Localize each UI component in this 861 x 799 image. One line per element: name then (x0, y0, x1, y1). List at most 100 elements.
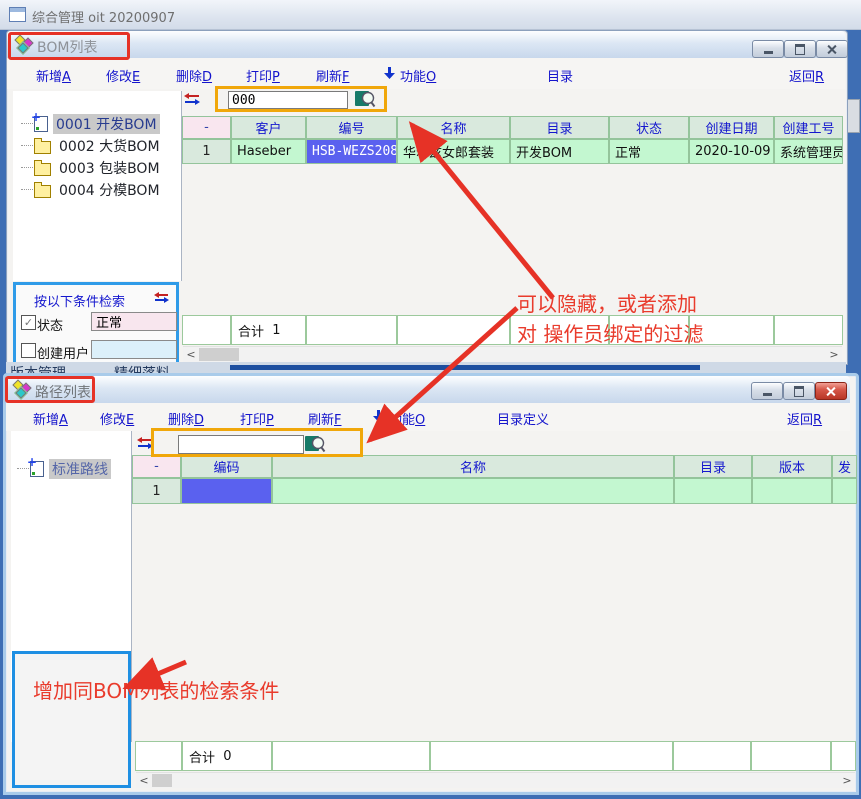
bom-refresh-button[interactable]: 刷新F (316, 70, 350, 85)
footer-cell (398, 316, 509, 344)
path-footer-row: 合计 0 (136, 742, 855, 770)
bom-swap-icon[interactable] (184, 93, 200, 110)
code-cell-selected[interactable]: HSB-WEZS2083 (307, 140, 396, 163)
bom-back-button[interactable]: 返回R (789, 70, 825, 85)
name-cell[interactable]: 华尔兹女郎套装 (398, 140, 509, 163)
version-cell[interactable] (753, 479, 831, 503)
scroll-right-arrow[interactable]: > (829, 348, 839, 361)
col-name[interactable]: 名称 (398, 117, 509, 138)
scroll-right-arrow[interactable]: > (842, 774, 852, 787)
status-filter-input[interactable] (91, 312, 177, 331)
status-checkbox[interactable]: ✓ (21, 315, 36, 330)
col-dash[interactable]: - (183, 117, 230, 138)
customer-cell[interactable]: Haseber (232, 140, 305, 163)
footer-cell (610, 316, 688, 344)
scroll-thumb[interactable] (152, 774, 172, 787)
bom-tree-item-0002[interactable]: 0002 大货BOM (21, 136, 163, 156)
path-maximize-button[interactable] (783, 382, 815, 400)
path-delete-button[interactable]: 删除D (168, 413, 205, 428)
path-search-magnifier-icon[interactable] (305, 435, 326, 457)
bom-window-title: BOM列表 (37, 40, 98, 56)
code-cell-selected[interactable] (182, 479, 271, 503)
col-created[interactable]: 创建日期 (690, 117, 773, 138)
bom-add-button[interactable]: 新增A (36, 70, 71, 85)
annotation-note-top: 可以隐藏，或者添加 对 操作员绑定的过滤 (517, 292, 704, 346)
creator-checkbox[interactable] (21, 343, 36, 358)
bom-tree-panel: 0001 开发BOM 0002 大货BOM 0003 包装BOM 0004 分模… (13, 91, 182, 281)
path-search-input[interactable] (178, 435, 304, 454)
col-dash[interactable]: - (133, 456, 180, 477)
creator-cell[interactable]: 系统管理员 (775, 140, 842, 163)
created-cell[interactable]: 2020-10-09 (690, 140, 773, 163)
creator-filter-label: 创建用户 (37, 347, 90, 362)
path-edit-button[interactable]: 修改E (100, 413, 135, 428)
path-toolbar: 新增A 修改E 删除D 打印P 刷新F 功能O 目录定义 返回R (6, 403, 850, 431)
bom-tree-item-0004[interactable]: 0004 分模BOM (21, 180, 163, 200)
bom-filter-panel: 按以下条件检索 ✓ 状态 创建用户 (13, 282, 179, 365)
path-refresh-button[interactable]: 刷新F (308, 413, 342, 428)
app-icon (9, 7, 26, 22)
col-version[interactable]: 版本 (753, 456, 831, 477)
path-print-button[interactable]: 打印P (240, 413, 274, 428)
path-swap-icon[interactable] (137, 437, 153, 454)
col-code[interactable]: 编号 (307, 117, 396, 138)
scroll-left-arrow[interactable]: < (186, 348, 196, 361)
col-code[interactable]: 编码 (182, 456, 271, 477)
creator-filter-input[interactable] (91, 340, 177, 359)
path-window-icon (12, 379, 32, 399)
name-cell[interactable] (273, 479, 673, 503)
path-back-button[interactable]: 返回R (787, 413, 823, 428)
bom-maximize-button[interactable] (784, 40, 816, 58)
path-add-button[interactable]: 新增A (33, 413, 68, 428)
catalog-cell[interactable]: 开发BOM (511, 140, 608, 163)
catalog-cell[interactable] (675, 479, 751, 503)
row-number-cell[interactable]: 1 (183, 140, 230, 163)
bom-edit-button[interactable]: 修改E (106, 70, 141, 85)
col-customer[interactable]: 客户 (232, 117, 305, 138)
scroll-left-arrow[interactable]: < (139, 774, 149, 787)
bom-function-dropdown-icon[interactable] (384, 67, 395, 84)
path-minimize-button[interactable] (751, 382, 783, 400)
status-cell[interactable]: 正常 (610, 140, 688, 163)
path-titlebar[interactable]: 路径列表 (6, 376, 850, 404)
path-window: 路径列表 新增A 修改E 删除D 打印P 刷新F 功能O 目录定义 返回R 标准… (3, 373, 859, 795)
footer-cell (273, 742, 429, 770)
bom-tree-item-0001[interactable]: 0001 开发BOM (21, 110, 160, 134)
path-table-row[interactable]: 1 (133, 479, 856, 503)
footer-cell (752, 742, 830, 770)
path-function-dropdown-icon[interactable] (373, 410, 384, 427)
bom-delete-button[interactable]: 删除D (176, 70, 213, 85)
bom-toolbar: 新增A 修改E 删除D 打印P 刷新F 功能O 目录 返回R (7, 58, 845, 89)
bom-total-cell: 合计 1 (232, 316, 305, 344)
filter-swap-icon[interactable] (154, 292, 169, 308)
bom-catalog-button[interactable]: 目录 (547, 70, 574, 85)
col-clipped[interactable]: 发 (833, 456, 856, 477)
path-close-button[interactable] (815, 382, 847, 400)
footer-cell (511, 316, 608, 344)
path-tree-item-standard[interactable]: 标准路线 (17, 455, 111, 479)
footer-cell (832, 742, 855, 770)
bom-table-row[interactable]: 1 Haseber HSB-WEZS2083 华尔兹女郎套装 开发BOM 正常 … (183, 140, 842, 163)
scroll-thumb[interactable] (199, 348, 239, 361)
clipped-cell[interactable] (833, 479, 856, 503)
bom-hscrollbar[interactable]: < > (183, 346, 842, 362)
bom-print-button[interactable]: 打印P (246, 70, 280, 85)
bom-search-input[interactable] (228, 91, 348, 109)
col-catalog[interactable]: 目录 (675, 456, 751, 477)
bom-minimize-button[interactable] (752, 40, 784, 58)
bom-titlebar[interactable]: BOM列表 (7, 31, 848, 59)
bom-tree-item-0003[interactable]: 0003 包装BOM (21, 158, 163, 178)
blue-annotation-box (12, 651, 131, 788)
col-creator[interactable]: 创建工号 (775, 117, 842, 138)
bom-function-button[interactable]: 功能O (400, 70, 437, 85)
path-hscrollbar[interactable]: < > (136, 772, 855, 788)
bom-close-button[interactable] (816, 40, 848, 58)
col-status[interactable]: 状态 (610, 117, 688, 138)
bom-search-magnifier-icon[interactable] (355, 90, 376, 112)
path-function-button[interactable]: 功能O (389, 413, 426, 428)
path-catalog-define-button[interactable]: 目录定义 (497, 413, 550, 428)
col-catalog[interactable]: 目录 (511, 117, 608, 138)
row-number-cell[interactable]: 1 (133, 479, 180, 503)
col-name[interactable]: 名称 (273, 456, 673, 477)
footer-dash-cell (136, 742, 181, 770)
